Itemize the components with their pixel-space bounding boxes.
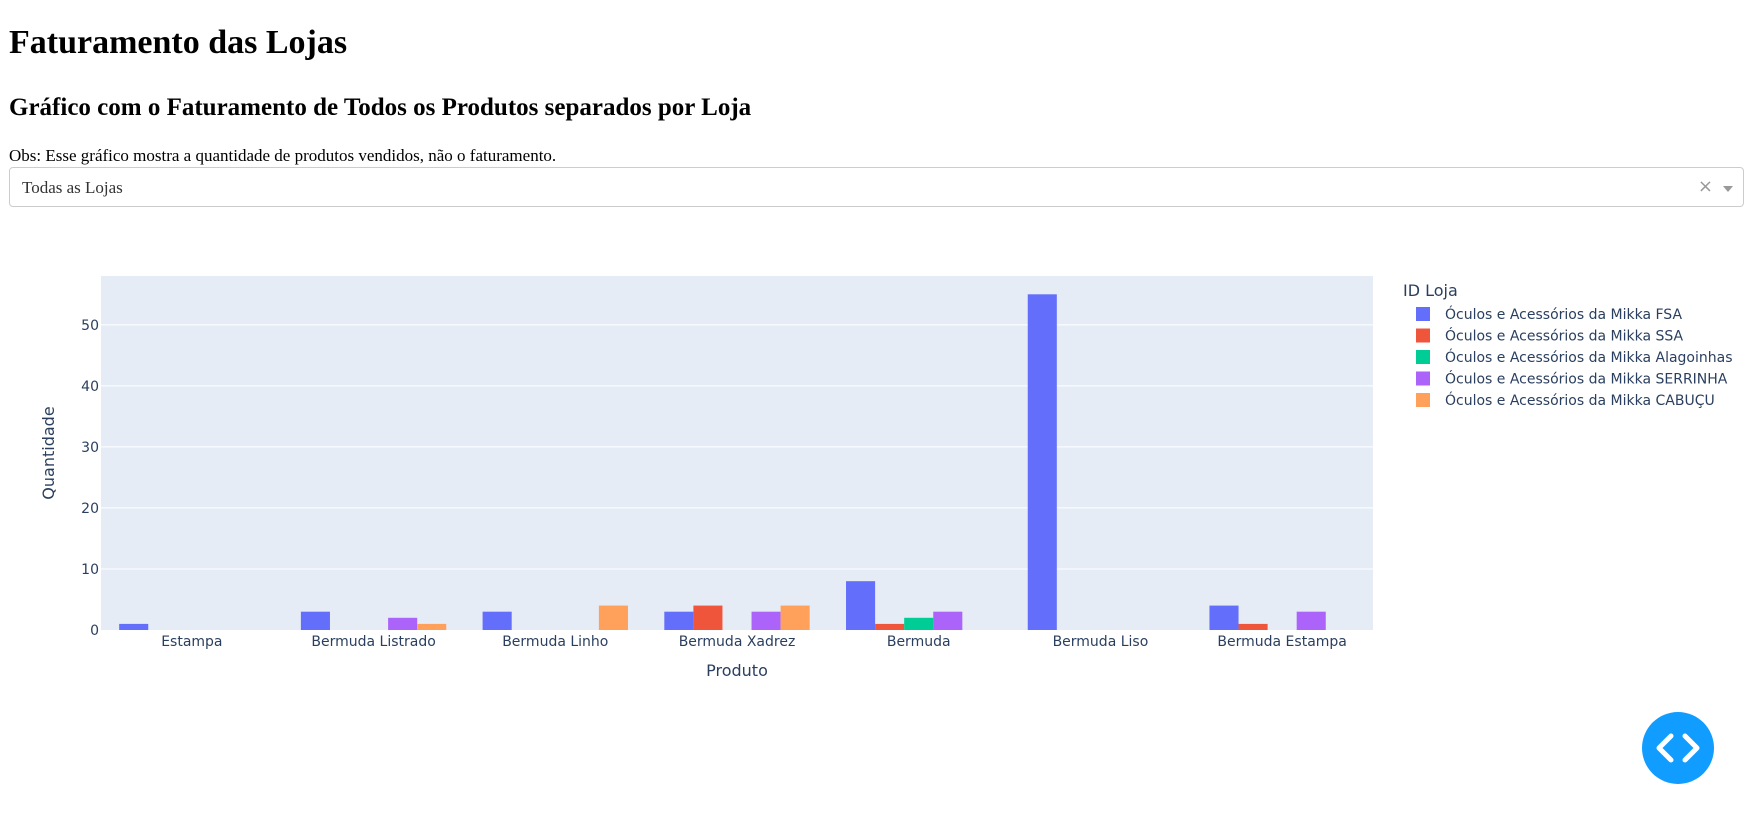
- debug-code-button[interactable]: [1642, 712, 1714, 784]
- chart-section-title: Gráfico com o Faturamento de Todos os Pr…: [9, 94, 752, 121]
- chart-legend: ID Loja Óculos e Acessórios da Mikka FSA…: [1403, 281, 1733, 409]
- x-tick-label: Bermuda Liso: [1053, 634, 1149, 650]
- x-tick-label: Estampa: [161, 634, 222, 650]
- y-tick-label: 50: [81, 318, 99, 334]
- bar[interactable]: [904, 617, 934, 630]
- grid-lines: [101, 324, 1373, 570]
- bar[interactable]: [933, 611, 963, 630]
- bar[interactable]: [664, 611, 694, 630]
- bar[interactable]: [780, 605, 810, 630]
- page-title: Faturamento das Lojas: [9, 24, 348, 61]
- store-select-dropdown[interactable]: Todas as Lojas ×: [9, 167, 1744, 207]
- bar-chart: 0 10 20 30 40 50 Estampa Bermuda Listrado Bermu…: [39, 276, 1733, 680]
- legend-item-label[interactable]: Óculos e Acessórios da Mikka FSA: [1445, 305, 1682, 323]
- y-tick-label: 0: [90, 623, 99, 639]
- bar[interactable]: [751, 611, 781, 630]
- y-axis-label: Quantidade: [39, 406, 58, 499]
- bar[interactable]: [598, 605, 628, 630]
- chart-note: Obs: Esse gráfico mostra a quantidade de…: [9, 146, 557, 165]
- store-select-value: Todas as Lojas: [22, 178, 123, 197]
- legend-swatch[interactable]: [1416, 307, 1430, 321]
- x-tick-label: Bermuda Listrado: [311, 634, 435, 650]
- x-tick-label: Bermuda Xadrez: [679, 634, 796, 650]
- y-tick-label: 10: [81, 562, 99, 578]
- bar[interactable]: [119, 623, 149, 630]
- bar[interactable]: [693, 605, 723, 630]
- legend-item-label[interactable]: Óculos e Acessórios da Mikka SERRINHA: [1445, 370, 1728, 388]
- legend-item-label[interactable]: Óculos e Acessórios da Mikka SSA: [1445, 327, 1684, 345]
- x-tick-labels: Estampa Bermuda Listrado Bermuda Linho Berm…: [161, 634, 1347, 650]
- bar[interactable]: [482, 611, 512, 630]
- legend-swatch[interactable]: [1416, 328, 1430, 343]
- bars-group: [119, 294, 1326, 630]
- bar[interactable]: [1238, 623, 1268, 630]
- bar[interactable]: [1296, 611, 1326, 630]
- legend-item-label[interactable]: Óculos e Acessórios da Mikka CABUÇU: [1445, 391, 1715, 409]
- bar[interactable]: [1027, 294, 1057, 630]
- y-tick-label: 20: [81, 501, 99, 517]
- y-tick-labels: 0 10 20 30 40 50: [81, 318, 99, 639]
- code-icon: [1656, 733, 1700, 763]
- x-tick-label: Bermuda Estampa: [1217, 634, 1346, 650]
- x-axis-label: Produto: [706, 661, 768, 680]
- bar[interactable]: [846, 581, 876, 630]
- y-tick-label: 30: [81, 440, 99, 456]
- bar[interactable]: [875, 623, 905, 630]
- x-tick-label: Bermuda: [887, 634, 951, 650]
- legend-swatch[interactable]: [1416, 393, 1430, 407]
- x-tick-label: Bermuda Linho: [502, 634, 608, 650]
- bar[interactable]: [300, 611, 330, 630]
- legend-item-label[interactable]: Óculos e Acessórios da Mikka Alagoinhas: [1445, 348, 1733, 366]
- clear-selection-icon[interactable]: ×: [1697, 176, 1713, 197]
- legend-swatch[interactable]: [1416, 350, 1430, 364]
- plot-area: [101, 276, 1373, 630]
- legend-title: ID Loja: [1403, 281, 1458, 300]
- y-tick-label: 40: [81, 379, 99, 395]
- legend-swatch[interactable]: [1416, 371, 1430, 386]
- bar[interactable]: [1209, 605, 1239, 630]
- bar[interactable]: [417, 623, 447, 630]
- bar[interactable]: [388, 617, 418, 630]
- chevron-down-icon[interactable]: [1723, 186, 1733, 192]
